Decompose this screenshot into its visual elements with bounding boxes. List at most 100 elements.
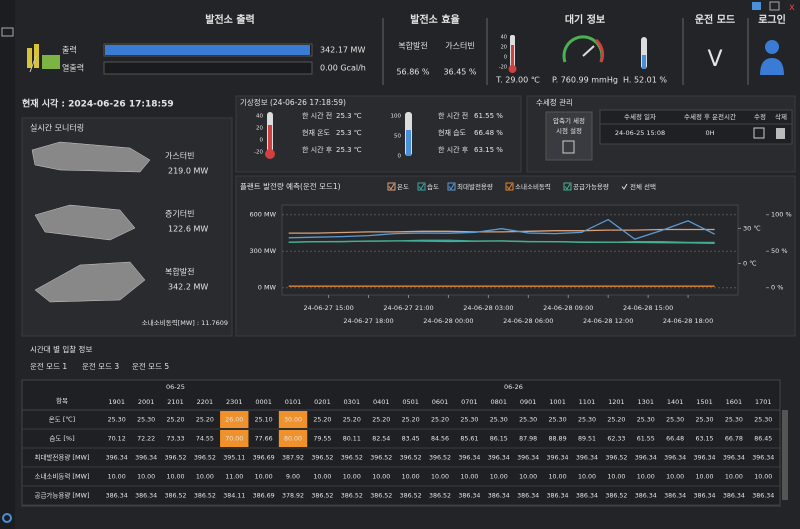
legend-checkbox[interactable] <box>505 182 514 191</box>
table-cell: 386.34 <box>723 493 745 500</box>
time-header: 2201 <box>197 398 214 406</box>
table-cell: 396.34 <box>517 455 539 462</box>
unit-value: 342.2 MW <box>168 283 208 292</box>
table-cell: 10.00 <box>666 474 684 481</box>
table-cell: 25.30 <box>637 417 655 424</box>
x-tick-label: 24-06-28 12:00 <box>583 317 633 325</box>
settings-icon[interactable] <box>2 513 12 523</box>
tab: 운전 모드 1 <box>30 361 67 371</box>
scrollbar[interactable] <box>782 410 788 500</box>
plant-icon <box>27 44 60 73</box>
table-cell: 11.00 <box>225 474 243 481</box>
series-line <box>288 228 715 234</box>
table-cell: 25.30 <box>754 417 772 424</box>
table-cell: 25.20 <box>607 417 625 424</box>
table-cell: 10.00 <box>196 474 214 481</box>
time-header: 2301 <box>226 398 243 406</box>
table-cell: 25.20 <box>196 417 214 424</box>
table-cell: 396.34 <box>576 455 598 462</box>
time-header: 1201 <box>608 398 625 406</box>
y2-tick-label: 0 ℃ <box>743 259 757 267</box>
time-header: 1401 <box>667 398 684 406</box>
monitor-icon[interactable] <box>1 27 14 37</box>
table-cell: 10.00 <box>166 474 184 481</box>
table-header: 수정 <box>754 112 766 121</box>
table-cell: 396.52 <box>429 455 451 462</box>
row-label: 한 시간 전 <box>302 111 332 120</box>
table-cell: 395.11 <box>223 455 245 462</box>
table-cell: 73.33 <box>166 436 184 443</box>
unit-name: 가스터빈 <box>165 152 194 161</box>
time-header: 1701 <box>755 398 772 406</box>
x-tick-label: 24-06-27 21:00 <box>383 304 433 312</box>
x-tick-label: 24-06-28 18:00 <box>663 317 713 325</box>
thermo-tick: 0 <box>260 138 264 144</box>
legend-checkbox[interactable] <box>563 182 572 191</box>
window-icon[interactable] <box>752 2 761 10</box>
wash-button[interactable] <box>545 111 593 161</box>
weather-hygrometer <box>405 112 412 156</box>
unit-name: 복합발전 <box>165 267 194 277</box>
turbine-images <box>31 141 151 303</box>
table-cell: 25.10 <box>255 417 273 424</box>
time-header: 0401 <box>373 398 390 406</box>
login-button: 로그인 <box>758 13 786 26</box>
close-icon[interactable]: x <box>789 2 795 13</box>
table-cell: 30.00 <box>284 417 302 424</box>
table-cell: 386.52 <box>194 493 216 500</box>
table-cell: 386.34 <box>693 493 715 500</box>
legend-checkbox[interactable] <box>447 182 456 191</box>
table-cell: 386.34 <box>664 493 686 500</box>
table-cell: 386.52 <box>164 493 186 500</box>
select-all: 전체 선택 <box>630 182 656 191</box>
panel-title: 수세정 관리 <box>536 97 573 107</box>
table-cell: 24-06-25 15:08 <box>615 129 665 137</box>
table-cell: 0H <box>705 129 714 137</box>
edit-icon[interactable] <box>753 127 765 139</box>
table-cell: 396.52 <box>370 455 392 462</box>
table-cell: 396.69 <box>253 455 275 462</box>
time-header: 0101 <box>285 398 302 406</box>
row-value: 25.3 ℃ <box>336 129 362 137</box>
login-icon[interactable] <box>760 40 784 75</box>
table-cell: 10.00 <box>519 474 537 481</box>
humidity: H. 52.01 % <box>623 76 667 85</box>
row-label: 공급가능용량 [MW] <box>34 491 89 500</box>
highlight-cell <box>220 411 249 428</box>
delete-icon[interactable] <box>776 128 785 139</box>
time-header: 1001 <box>549 398 566 406</box>
highlight-cell <box>278 430 308 447</box>
table-cell: 25.20 <box>166 417 184 424</box>
table-cell: 26.00 <box>225 417 243 424</box>
table-cell: 25.30 <box>666 417 684 424</box>
table-cell: 82.54 <box>372 436 390 443</box>
table-cell: 63.15 <box>696 436 714 443</box>
table-cell: 62.33 <box>607 436 625 443</box>
table-cell: 386.52 <box>370 493 392 500</box>
time-header: 1101 <box>579 398 596 406</box>
table-cell: 72.22 <box>137 436 155 443</box>
time-header: 0801 <box>491 398 508 406</box>
table-cell: 386.52 <box>429 493 451 500</box>
legend-checkbox[interactable] <box>387 182 396 191</box>
window-icon[interactable] <box>769 1 780 11</box>
hygro-tick: 0 <box>398 154 402 160</box>
thermo-tick: 0 <box>504 55 507 61</box>
table-cell: 386.34 <box>517 493 539 500</box>
time-header: 0001 <box>255 398 272 406</box>
table-cell: 384.11 <box>223 493 245 500</box>
select-all-check <box>621 183 628 190</box>
legend-checkbox[interactable] <box>417 182 426 191</box>
table-cell: 386.34 <box>635 493 657 500</box>
table-cell: 387.92 <box>282 455 304 462</box>
table-cell: 25.20 <box>372 417 390 424</box>
legend-check <box>564 183 571 190</box>
hygro-tick: 50 <box>394 134 401 140</box>
hygro-tick: 100 <box>391 114 402 120</box>
table-cell: 396.34 <box>547 455 569 462</box>
wash-button-icon <box>562 140 575 154</box>
tab: 운전 모드 3 <box>82 361 119 371</box>
section-title: 발전소 효율 <box>410 13 459 26</box>
pressure: P. 760.99 mmHg <box>552 76 618 85</box>
